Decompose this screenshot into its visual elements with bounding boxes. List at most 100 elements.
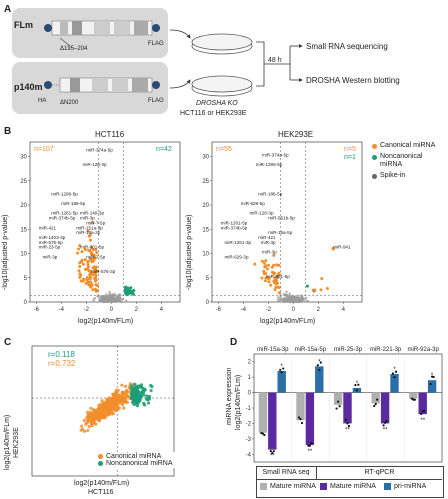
volcano-point-ns [306, 299, 309, 303]
scatter-point-canonical [101, 415, 105, 419]
scatter-point-noncanonical [130, 397, 135, 401]
bar-replicate-point [394, 370, 398, 373]
scatter-point-canonical [94, 413, 98, 417]
volcano-point-ns [103, 296, 106, 300]
panel-b-left-title: HCT116 [95, 130, 125, 139]
scatter-point-noncanonical [136, 394, 140, 398]
volcano-point-ns [106, 298, 110, 302]
bar-significance: * [281, 364, 284, 370]
volcano-point-noncanonical [126, 292, 130, 296]
volcano-mirna-label: miR-1296-5p [256, 162, 283, 167]
scatter-point-canonical [100, 399, 104, 403]
bar-replicate-point [318, 368, 321, 372]
volcano-point-canonical [88, 249, 92, 253]
volcano-mirna-label: miR-374b-5p [49, 216, 76, 221]
bar-replicate-point [385, 419, 388, 423]
volcano-point-canonical [90, 283, 94, 287]
volcano-point-canonical [89, 269, 93, 273]
right-volcano-frame [211, 141, 363, 303]
volcano-point-ns [298, 300, 301, 304]
volcano-point-canonical [264, 272, 268, 276]
y-tick-label: 5 [206, 276, 210, 282]
volcano-mirna-label: miR-551b-5p [268, 216, 295, 221]
bar-replicate-point [357, 383, 360, 386]
volcano-point-canonical [88, 238, 92, 242]
bar-replicate-point [374, 402, 377, 406]
bar-replicate-point [271, 451, 274, 455]
panel-b-volcano-plots: 0 5 10 15 20 25 30 -6 -4 -2 0 2 4 0 5 10 15 20 25 30 -6 -4 -2 0… [20, 141, 363, 313]
scatter-point-canonical [98, 404, 102, 408]
volcano-point-canonical [83, 258, 87, 262]
x-tick-label: -6 [216, 307, 222, 313]
panel-letter-b: B [4, 126, 12, 137]
bar-replicate-point [316, 364, 319, 367]
left-count-down: n=107 [34, 146, 54, 153]
p140m-deletion-label: ΔN200 [60, 100, 79, 106]
flag-tag-label-top: FLAG [148, 41, 164, 47]
volcano-point-ns [124, 299, 128, 303]
flm-deletion-label: Δ195–204 [60, 46, 88, 52]
panel-b-legend: Canonical miRNA Noncanonical miRNA Spike… [372, 142, 444, 180]
volcano-mirna-label: miR-941 [333, 245, 351, 250]
volcano-point-canonical [78, 244, 82, 248]
scatter-point-canonical [94, 417, 98, 421]
bar-y-tick-label: -3 [246, 437, 252, 443]
volcano-point-ns [283, 296, 286, 300]
x-tick-label: -2 [266, 307, 272, 313]
scatter-xlabel2: HCT116 [88, 489, 114, 496]
volcano-point-canonical [94, 248, 98, 252]
volcano-mirna-label: miR-576-3p [91, 269, 115, 274]
volcano-point-ns [279, 294, 282, 297]
y-tick-label: 0 [206, 300, 210, 306]
volcano-point-ns [112, 294, 116, 297]
bar-replicate-point [429, 382, 432, 386]
right-count-down: n=55 [216, 146, 232, 153]
volcano-point-canonical [272, 263, 276, 267]
bar-category-label: miR-221-3p [370, 347, 402, 353]
x-tick-label: -6 [34, 307, 40, 313]
scatter-point-noncanonical [130, 384, 134, 388]
bar [371, 392, 380, 404]
scatter-legend-label-noncanonical: Noncanonical miRNA [106, 460, 173, 467]
bar-legend [256, 466, 444, 498]
bar-replicate-point [335, 407, 338, 410]
panel-c-scatter [31, 345, 175, 477]
volcano-point-ns [296, 297, 299, 300]
legend-swatch-qpcr-pri [384, 483, 391, 490]
volcano-point-ns [285, 299, 289, 303]
volcano-point-canonical [267, 263, 271, 267]
x-tick-label: -4 [59, 307, 65, 313]
y-tick-label: 10 [20, 252, 27, 258]
y-tick-label: 10 [202, 252, 209, 258]
legend-group-rtqpcr: RT-qPCR [317, 466, 442, 480]
bar [343, 392, 352, 424]
volcano-point-canonical [86, 260, 90, 264]
bar [409, 392, 418, 399]
bar [296, 392, 305, 421]
scatter-point-canonical [114, 397, 118, 401]
bar-significance: * [318, 359, 321, 365]
scatter-point-noncanonical [142, 403, 147, 407]
scatter-point-canonical [100, 410, 104, 415]
scatter-point-noncanonical [147, 395, 152, 399]
y-tick-label: 25 [20, 179, 27, 185]
volcano-mirna-label: miR-186-5p [258, 191, 282, 196]
volcano-mirna-label: miR-7-5p [86, 220, 105, 225]
volcano-point-canonical [89, 280, 93, 284]
legend-label-qpcr-mature: Mature miRNA [330, 483, 376, 490]
volcano-point-ns [302, 299, 306, 303]
volcano-point-canonical [93, 271, 97, 275]
output-western: DROSHA Western blotting [306, 76, 400, 85]
arrow-flm-to-dish [169, 29, 191, 39]
volcano-point-ns [284, 293, 287, 297]
x-tick-label: 2 [135, 307, 139, 313]
panel-b-left-ylabel: -log10(adjusted p-value) [2, 214, 9, 291]
y-tick-label: 5 [24, 276, 28, 282]
bar-replicate-point [420, 412, 423, 416]
volcano-point-canonical [260, 276, 264, 280]
volcano-point-canonical [95, 288, 99, 292]
drosha-ko-label: DROSHA KO [196, 100, 238, 107]
bar-replicate-point [344, 418, 348, 421]
volcano-point-canonical [94, 275, 98, 279]
scatter-point-canonical [112, 393, 117, 397]
